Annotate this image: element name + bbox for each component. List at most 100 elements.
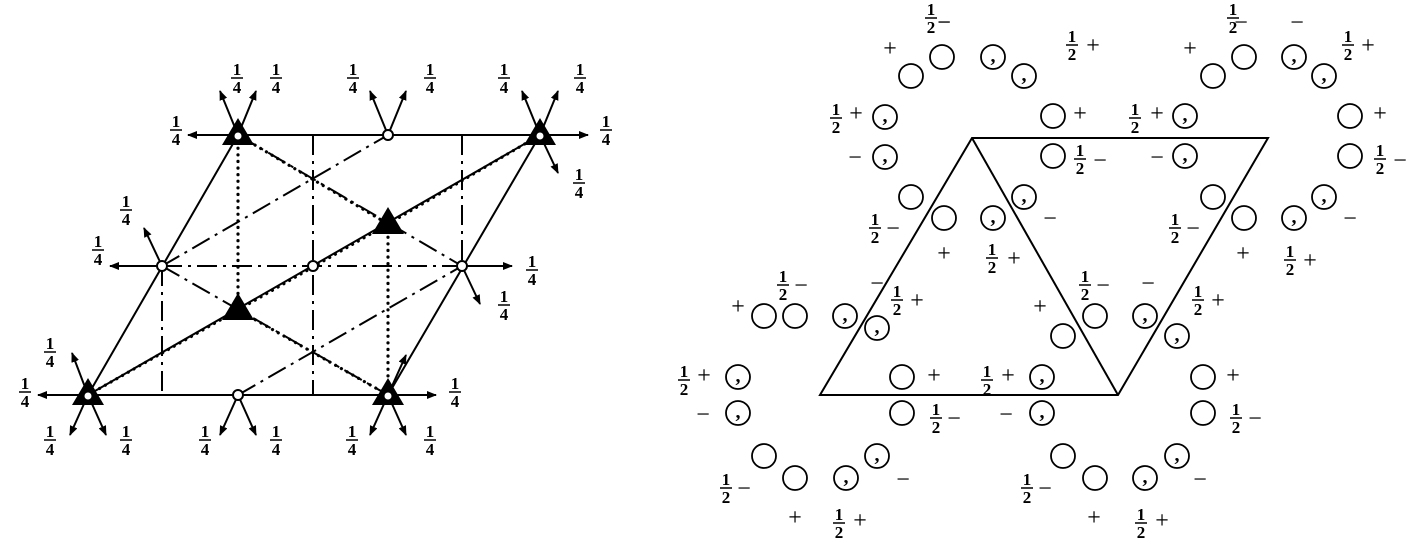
denominator: 2 [1137,523,1146,542]
half-label: 12 [869,210,881,247]
denominator: 4 [122,440,131,459]
numerator: 1 [528,252,537,271]
threefold-axis-triangle [222,118,254,145]
half-label: 12 [1230,400,1242,437]
inversion-center-dot [85,393,92,400]
minus-sign: − [794,273,808,299]
inversion-center [457,261,467,271]
half-label: 12 [1374,141,1386,178]
half-label: 12 [986,240,998,277]
denominator: 4 [272,78,281,97]
comma-mark: , [1292,206,1297,228]
plus-sign: + [1001,363,1015,389]
inversion-center [233,390,243,400]
half-label: 12 [1192,282,1204,319]
numerator: 1 [426,60,435,79]
inversion-center-dot [537,133,544,140]
circle [1338,104,1362,128]
screw-arrow [370,91,388,135]
numerator: 1 [1376,141,1385,160]
minus-sign: − [1248,406,1262,432]
plus-sign: + [1236,241,1250,267]
position-circle [1191,365,1215,389]
general-position-diagram: ,,,,,,,,,,,,,,,,,,,,,,,, +−12 −12 + +−12−12… [678,0,1407,542]
position-circle-primed: , [873,145,897,169]
screw-arrow [462,266,480,304]
quarter-label: 14 [199,422,211,459]
denominator: 2 [1194,300,1203,319]
numerator: 1 [46,422,55,441]
quarter-label: 14 [19,374,31,411]
comma-mark: , [1292,45,1297,67]
comma-mark: , [883,145,888,167]
plus-sign: + [1303,248,1317,274]
plus-sign: + [1211,288,1225,314]
denominator: 4 [94,250,103,269]
numerator: 1 [172,112,181,131]
circle [1191,365,1215,389]
position-circle [1338,104,1362,128]
numerator: 1 [602,112,611,131]
comma-mark: , [1040,365,1045,387]
position-circle-primed: , [1133,466,1157,490]
quarter-labels: 1414141414141414141414141414141414141414… [19,60,612,459]
position-circle [1041,104,1065,128]
plus-sign: + [937,241,951,267]
circle [1051,324,1075,348]
half-label: 12 [1129,100,1141,137]
position-circle-primed: , [834,466,858,490]
denominator: 4 [348,440,357,459]
position-circle-primed: , [1030,401,1054,425]
threefold-axis-triangle [524,118,556,145]
numerator: 1 [46,334,55,353]
plus-sign: + [1086,33,1100,59]
position-circle [1232,206,1256,230]
numerator: 1 [871,210,880,229]
circle [890,401,914,425]
half-label: 12 [1284,242,1296,279]
numerator: 1 [1194,282,1203,301]
numerator: 1 [832,100,841,119]
comma-mark: , [991,206,996,228]
minus-sign: − [896,467,910,493]
circle [1083,466,1107,490]
circle [1041,144,1065,168]
denominator: 4 [46,440,55,459]
position-circle [783,304,807,328]
minus-sign: − [1186,216,1200,242]
inversion-center [383,130,393,140]
comma-mark: , [875,316,880,338]
position-circle [783,466,807,490]
denominator: 4 [500,78,509,97]
inversion-center-dot [385,393,392,400]
quarter-label: 14 [44,422,56,459]
position-circle [1232,45,1256,69]
circle [1051,444,1075,468]
threefold-axis-triangle [372,207,404,234]
circle [783,304,807,328]
half-label: 12 [720,470,732,507]
denominator: 2 [1376,159,1385,178]
comma-mark: , [1175,324,1180,346]
quarter-label: 14 [574,60,586,97]
position-circle-primed: , [726,401,750,425]
quarter-label: 14 [424,422,436,459]
numerator: 1 [201,422,210,441]
numerator: 1 [426,422,435,441]
half-label: 12 [678,362,690,399]
minus-sign: − [999,402,1013,428]
quarter-label: 14 [44,334,56,371]
numerator: 1 [348,422,357,441]
minus-sign: − [870,271,884,297]
position-circle [1201,64,1225,88]
minus-sign: − [1393,148,1407,174]
numerator: 1 [1232,400,1241,419]
numerator: 1 [272,422,281,441]
minus-sign: − [1096,273,1110,299]
half-label: 12 [1135,505,1147,542]
position-circle-primed: , [1282,45,1306,69]
comma-mark: , [844,466,849,488]
minus-sign: − [737,476,751,502]
denominator: 4 [349,78,358,97]
